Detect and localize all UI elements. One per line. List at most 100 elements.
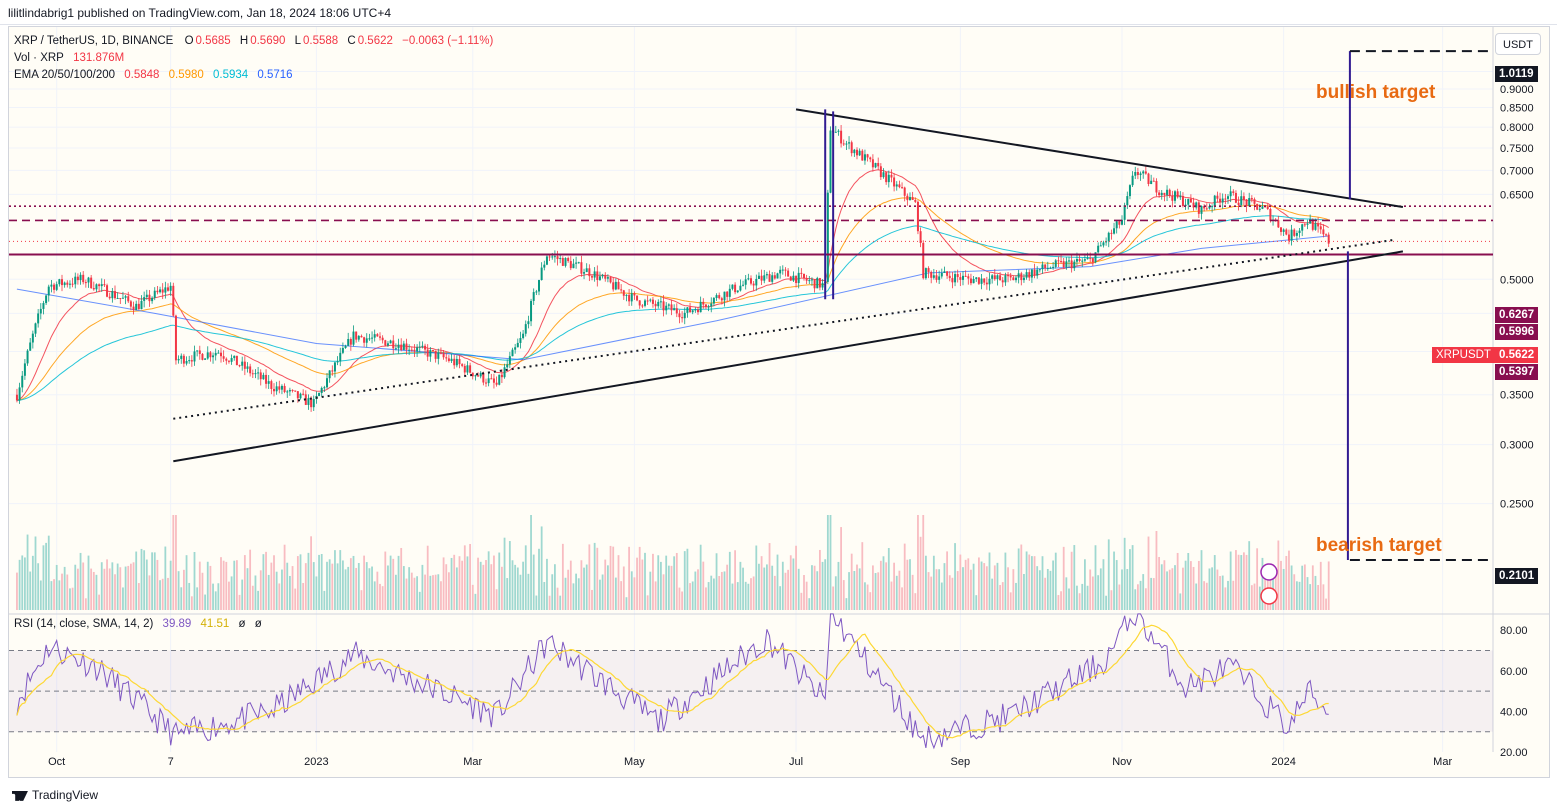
candle-body [323, 387, 326, 389]
candle-body [111, 291, 114, 299]
tradingview-logo[interactable]: TradingView [12, 788, 98, 802]
legend-high: 0.5690 [250, 35, 286, 47]
candle-body [42, 303, 45, 309]
volume-bar [145, 559, 148, 610]
volume-bar [61, 573, 63, 610]
candle-body [1248, 198, 1251, 206]
rsi-legend: RSI (14, close, SMA, 14, 2) 39.89 41.51 … [14, 618, 264, 630]
candle-body [63, 282, 66, 286]
candle-body [1325, 234, 1328, 236]
volume-bar [1007, 567, 1009, 610]
volume-bar [1009, 592, 1012, 610]
candle-body [169, 285, 172, 291]
candle-body [800, 272, 803, 274]
ema-label[interactable]: EMA 20/50/100/200 [14, 69, 116, 81]
candle-body [726, 291, 729, 297]
candle-body [98, 284, 101, 287]
legend-close: 0.5622 [357, 35, 393, 47]
candle-body [522, 333, 525, 339]
volume-bar [463, 545, 466, 610]
bearish-target-label[interactable]: bearish target [1316, 535, 1442, 556]
volume-bar [1036, 566, 1039, 610]
volume-bar [334, 550, 336, 610]
volume-bar [1046, 568, 1049, 610]
volume-bar [872, 565, 874, 610]
bullish-target-label[interactable]: bullish target [1316, 82, 1436, 103]
volume-bar [315, 576, 318, 610]
candle-body [1208, 206, 1211, 209]
currency-button[interactable]: USDT [1495, 33, 1541, 55]
volume-bar [405, 578, 408, 610]
volume-label[interactable]: Vol · XRP [14, 52, 64, 64]
volume-bar [962, 567, 964, 610]
volume-bar [638, 546, 641, 610]
volume-bar [821, 561, 824, 610]
volume-bar [1319, 561, 1322, 610]
candle-body [1126, 196, 1129, 206]
candle-body [148, 294, 151, 302]
volume-bar [69, 588, 71, 610]
volume-bar [694, 571, 697, 610]
legend-symbol[interactable]: XRP / TetherUS, 1D, BINANCE [14, 35, 174, 47]
volume-bar [291, 566, 294, 610]
candle-body [1179, 195, 1182, 198]
candle-body [858, 150, 861, 156]
candle-body [1285, 229, 1288, 235]
candle-body [853, 149, 856, 154]
volume-bar [922, 515, 925, 610]
volume-bar [641, 559, 644, 610]
candle-body [720, 298, 723, 301]
volume-bar [885, 562, 888, 610]
candle-body [1065, 261, 1068, 268]
volume-bar [487, 551, 490, 610]
volume-bar [673, 556, 676, 610]
volume-bar [1129, 549, 1131, 610]
candle-body [911, 197, 914, 200]
candle-body [1152, 180, 1155, 182]
candle-body [498, 374, 501, 385]
volume-bar [424, 574, 426, 610]
volume-bar [1078, 593, 1081, 610]
volume-bar [58, 580, 61, 610]
candle-body [347, 339, 350, 346]
candle-body [1306, 223, 1309, 225]
candle-body [1007, 275, 1010, 277]
candle-body [935, 275, 938, 280]
candle-body [813, 279, 816, 289]
volume-bar [932, 555, 935, 610]
volume-bar [930, 576, 933, 610]
candle-body [1168, 189, 1171, 196]
volume-bar [903, 543, 906, 610]
volume-bar [387, 565, 389, 610]
candle-body [670, 304, 673, 311]
volume-bar [371, 566, 373, 610]
volume-bar [116, 563, 119, 610]
candle-body [1213, 195, 1216, 207]
volume-bar [660, 561, 662, 610]
volume-bar [893, 562, 895, 610]
candle-body [1158, 192, 1161, 196]
candle-body [68, 283, 71, 285]
volume-bar [503, 537, 506, 610]
volume-bar [678, 587, 681, 610]
publisher-bar: lilitlindabrig1 published on TradingView… [0, 0, 1557, 25]
candle-body [135, 303, 138, 310]
candle-body [810, 279, 813, 281]
volume-bar [564, 577, 567, 610]
candle-body [601, 274, 604, 277]
x-tick-label: May [624, 756, 645, 768]
volume-bar [728, 551, 731, 610]
rsi-label[interactable]: RSI (14, close, SMA, 14, 2) [14, 618, 154, 630]
candle-body [416, 347, 419, 352]
chart-frame[interactable] [8, 26, 1550, 778]
volume-bar [1052, 560, 1054, 610]
candle-body [1089, 257, 1092, 259]
candle-body [296, 391, 299, 399]
candle-body [1176, 191, 1179, 198]
candle-body [993, 275, 996, 280]
volume-bar [601, 574, 604, 610]
volume-bar [190, 596, 193, 610]
volume-bar [1123, 537, 1126, 610]
volume-bar [636, 557, 638, 610]
